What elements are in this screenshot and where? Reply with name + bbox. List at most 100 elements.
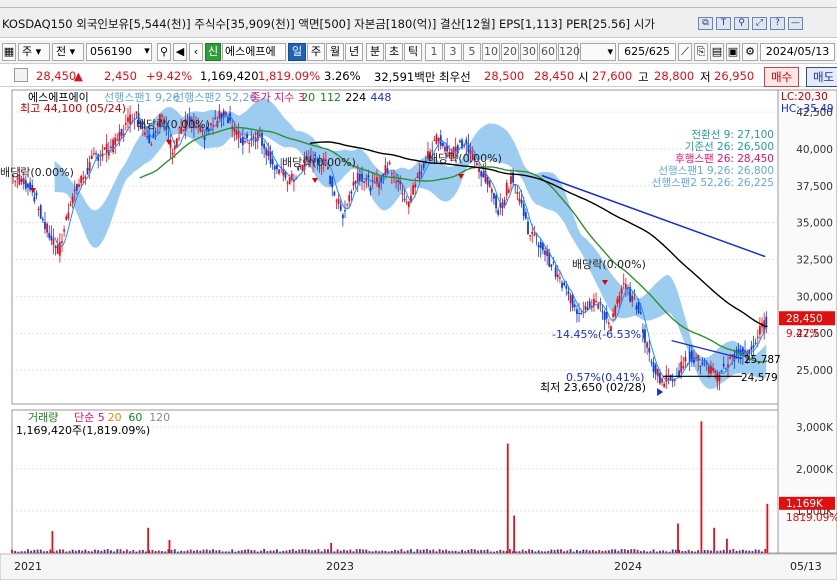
candle-body xyxy=(86,167,89,175)
candle-body xyxy=(678,370,680,377)
volume-bar xyxy=(100,550,103,553)
candle-body xyxy=(341,214,344,219)
candle-body xyxy=(539,241,542,249)
candle-body xyxy=(288,177,291,185)
sound-icon[interactable]: ◀ xyxy=(173,43,187,61)
period-day[interactable]: 일 xyxy=(288,43,306,61)
trend-upper-pct: -14.45%(-6.53%) xyxy=(552,328,645,341)
text-icon[interactable]: T xyxy=(716,17,731,30)
candle-body xyxy=(82,177,85,180)
search-icon[interactable]: ⚲ xyxy=(157,43,171,61)
interval-5[interactable]: 5 xyxy=(463,43,481,61)
volume-bar xyxy=(384,551,387,553)
interval-3[interactable]: 3 xyxy=(444,43,462,61)
candle-body xyxy=(146,136,149,138)
volume-bar xyxy=(113,551,116,553)
volume-bar xyxy=(288,549,291,553)
period-second[interactable]: 초 xyxy=(385,43,403,61)
volume-bar xyxy=(403,551,406,553)
candle-body xyxy=(244,140,246,143)
layout-icon[interactable]: ▦ xyxy=(2,43,16,61)
candle-body xyxy=(622,283,625,285)
volume-bar xyxy=(97,550,100,553)
volume-spike-bar xyxy=(513,515,516,553)
volume-bar xyxy=(138,550,141,553)
interval-30[interactable]: 30 xyxy=(520,43,538,61)
candle-body xyxy=(105,143,108,154)
interval-60[interactable]: 60 xyxy=(539,43,557,61)
price-legend-item: 종가 지수 3 xyxy=(250,91,304,104)
minimize-icon[interactable]: — xyxy=(788,17,803,30)
period-tick[interactable]: 틱 xyxy=(404,43,422,61)
restore-icon[interactable]: ⧉ xyxy=(698,17,713,30)
copy-icon[interactable]: ⎘ xyxy=(694,43,708,61)
candle-body xyxy=(750,346,753,350)
prev-icon[interactable]: ‹ xyxy=(189,43,203,61)
interval-1[interactable]: 1 xyxy=(425,43,443,61)
candle-body xyxy=(41,218,44,221)
price-tick-label: 37,500 xyxy=(796,181,833,193)
candle-body xyxy=(305,155,308,160)
stock-info-bar: KOSDAQ150 외국인보유[5,544(천)] 주식수[35,909(천)]… xyxy=(0,8,837,38)
volume-bar xyxy=(234,551,237,553)
period-minute[interactable]: 분 xyxy=(366,43,384,61)
stock-chart[interactable]: 25,000 27,500 30,000 32,500 35,000 37,500 40,0… xyxy=(0,88,837,581)
period-year[interactable]: 년 xyxy=(345,43,363,61)
volume-bar xyxy=(722,549,725,553)
mode-select[interactable]: 주 ▾ xyxy=(18,43,50,61)
period-month[interactable]: 월 xyxy=(326,43,344,61)
interval-10[interactable]: 10 xyxy=(482,43,500,61)
volume-bar xyxy=(81,550,84,553)
expand-icon[interactable]: ⤢ xyxy=(752,17,767,30)
candle-body xyxy=(718,375,721,381)
chart-line-icon[interactable]: ⟋ xyxy=(678,43,692,61)
interval-dropdown[interactable]: ▾ xyxy=(580,43,616,61)
candle-body xyxy=(480,171,483,177)
candle-body xyxy=(605,311,608,319)
candle-body xyxy=(207,128,210,131)
candle-body xyxy=(144,132,146,135)
candle-body xyxy=(122,133,125,138)
candle-body xyxy=(395,181,397,183)
count-field[interactable]: 625/625 xyxy=(618,43,676,61)
new-badge: 신 xyxy=(205,43,221,61)
volume-bar xyxy=(432,549,435,553)
candle-body xyxy=(210,123,212,125)
layout-grid-icon[interactable]: ▤ xyxy=(710,43,724,61)
prefix-select[interactable]: 전 ▾ xyxy=(52,43,84,61)
candle-body xyxy=(165,125,168,131)
candle-body xyxy=(273,165,276,170)
volume-bar xyxy=(413,551,416,553)
volume-bar xyxy=(135,551,138,553)
candle-body xyxy=(582,311,585,313)
date-field[interactable]: 2024/05/13 xyxy=(760,43,835,61)
top-menu-strip[interactable] xyxy=(0,0,837,8)
volume-bar xyxy=(116,549,119,553)
candle-body xyxy=(235,130,238,135)
help-icon[interactable]: ? xyxy=(770,17,785,30)
interval-120[interactable]: 120 xyxy=(558,43,580,61)
volume-bar xyxy=(515,551,518,553)
price-legend-item: 112 xyxy=(320,91,341,104)
expand-box[interactable] xyxy=(14,68,28,82)
candle-body xyxy=(180,126,183,134)
volume-bar xyxy=(422,549,425,553)
candle-body xyxy=(524,212,527,219)
volume-bar xyxy=(553,549,556,553)
volume-bar xyxy=(193,550,195,553)
save-icon[interactable]: ▣ xyxy=(726,43,740,61)
last-price-badge xyxy=(779,311,835,326)
candle-body xyxy=(18,174,21,185)
search-icon[interactable]: ⚲ xyxy=(734,17,749,30)
period-week[interactable]: 주 xyxy=(307,43,325,61)
chart-area[interactable]: 25,000 27,500 30,000 32,500 35,000 37,500 40,0… xyxy=(0,88,837,581)
sell-button[interactable]: 매도 xyxy=(806,67,837,87)
buy-button[interactable]: 매수 xyxy=(764,67,800,87)
candle-body xyxy=(473,158,476,161)
gear-icon[interactable]: ⚙ xyxy=(742,43,758,61)
stock-code-input[interactable]: 056190 xyxy=(86,43,152,61)
interval-20[interactable]: 20 xyxy=(501,43,519,61)
candle-body xyxy=(346,203,349,205)
candle-body xyxy=(14,180,17,182)
code-dropdown-icon[interactable]: ▾ xyxy=(144,44,150,57)
